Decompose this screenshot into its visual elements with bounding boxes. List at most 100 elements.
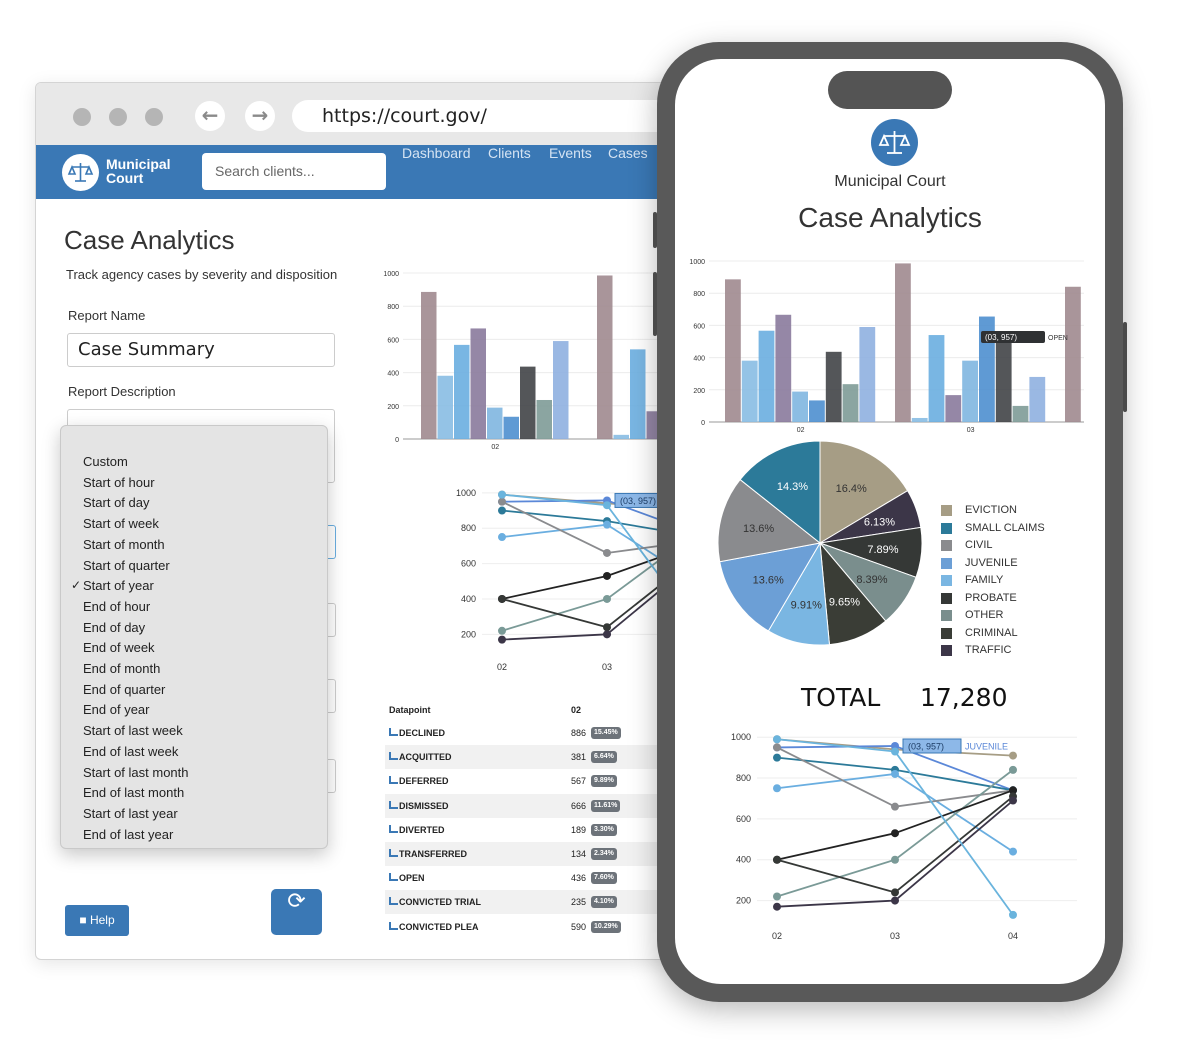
row-label: CONVICTED TRIAL — [399, 897, 481, 908]
bar — [741, 360, 758, 422]
bar — [454, 344, 470, 439]
dropdown-option[interactable]: End of last year — [83, 827, 173, 842]
dropdown-option[interactable]: End of last week — [83, 744, 178, 759]
dropdown-option[interactable]: Start of day — [83, 495, 149, 510]
data-point — [498, 506, 506, 515]
bar — [758, 330, 775, 422]
date-select-edge[interactable] — [326, 525, 336, 559]
data-point — [891, 888, 899, 897]
nav-dashboard[interactable]: Dashboard — [402, 145, 471, 161]
tooltip-value: (03, 957) — [985, 333, 1017, 342]
field-edge[interactable] — [326, 679, 336, 713]
bar — [520, 366, 536, 439]
tooltip-series: OPEN — [1048, 335, 1068, 342]
pie-slice-label: 6.13% — [864, 517, 895, 529]
dropdown-option-label: End of month — [83, 661, 161, 676]
pie-slice-label: 7.89% — [867, 544, 898, 556]
mobile-pie-chart: 16.4% 6.13% 7.89% 8.39% 9.65% 9.91% 13.6% 13.6%… — [717, 440, 923, 646]
select-edge-2[interactable] — [326, 759, 336, 793]
dropdown-option-label: Start of day — [83, 495, 150, 511]
legend-item: EVICTION — [941, 504, 1017, 516]
search-input[interactable]: Search clients... — [202, 153, 386, 190]
dropdown-option[interactable]: End of week — [83, 640, 155, 655]
bar — [911, 417, 928, 422]
refresh-button[interactable]: ⟳ — [271, 889, 322, 935]
nav-clients[interactable]: Clients — [488, 145, 531, 161]
data-point — [1009, 796, 1017, 805]
legend-label: TRAFFIC — [965, 644, 1012, 656]
select-edge[interactable] — [326, 603, 336, 637]
dropdown-option[interactable]: Start of quarter — [83, 558, 170, 573]
window-minimize-dot[interactable] — [109, 108, 127, 126]
dropdown-option-label: Start of last week — [83, 723, 183, 739]
y-tick-label: 400 — [736, 855, 751, 865]
window-maximize-dot[interactable] — [145, 108, 163, 126]
phone-power-button — [1123, 322, 1127, 412]
line-chart-icon — [389, 800, 398, 809]
dropdown-option[interactable]: Start of month — [83, 537, 165, 552]
legend-label: PROBATE — [965, 591, 1017, 604]
data-point — [891, 769, 899, 778]
bar — [1065, 286, 1081, 422]
bar — [895, 263, 911, 422]
help-button[interactable]: ■ Help — [65, 905, 129, 936]
bar — [962, 360, 978, 422]
dropdown-option[interactable]: Start of hour — [83, 475, 155, 490]
y-tick-label: 600 — [736, 814, 751, 824]
bar — [792, 391, 808, 422]
page-subtitle: Track agency cases by severity and dispo… — [66, 267, 338, 282]
y-tick-label: 0 — [395, 437, 399, 444]
dropdown-option[interactable]: End of hour — [83, 599, 150, 614]
line-chart-icon — [389, 873, 398, 882]
dropdown-option[interactable]: End of day — [83, 620, 145, 635]
data-point — [603, 548, 611, 557]
line-tooltip-value: (03, 957) — [620, 496, 656, 506]
brand-line-1: Municipal — [106, 156, 171, 172]
row-label: DISMISSED — [399, 800, 449, 811]
y-tick-label: 200 — [736, 896, 751, 906]
legend-label: CRIMINAL — [965, 626, 1018, 639]
bar — [630, 349, 646, 439]
data-point — [773, 892, 781, 901]
y-tick-label: 800 — [387, 304, 399, 311]
dropdown-option[interactable]: End of month — [83, 661, 160, 676]
dropdown-option[interactable]: Custom — [83, 454, 128, 469]
legend-swatch — [941, 575, 952, 586]
row-percent-badge: 4.10% — [591, 896, 617, 909]
table-row: ACQUITTED 381 6.64% — [385, 745, 685, 770]
dropdown-option-label: End of last month — [83, 785, 185, 801]
report-name-input[interactable]: Case Summary — [67, 333, 335, 367]
dropdown-option[interactable]: End of year — [83, 702, 150, 717]
line-tooltip-series: JUVENILE — [965, 741, 1008, 751]
dropdown-option[interactable]: End of quarter — [83, 682, 165, 697]
row-value: 666 — [571, 800, 587, 811]
date-dropdown-menu[interactable]: Custom Start of hour Start of day Start of … — [60, 425, 328, 849]
nav-events[interactable]: Events — [549, 145, 592, 161]
dropdown-option[interactable]: Start of last month — [83, 765, 189, 780]
brand-name[interactable]: Municipal Court — [106, 157, 171, 185]
pie-slice — [719, 542, 821, 632]
dropdown-option-label: End of day — [83, 619, 146, 635]
legend-item: SMALL CLAIMS — [941, 522, 1045, 534]
data-point — [773, 902, 781, 911]
dropdown-option[interactable]: Start of last week — [83, 723, 183, 738]
line-chart-icon — [389, 728, 398, 736]
line-chart-icon — [389, 849, 398, 857]
dropdown-option[interactable]: End of last month — [83, 785, 184, 800]
back-arrow-icon[interactable]: ← — [195, 101, 225, 131]
dropdown-option[interactable]: Start of week — [83, 516, 159, 531]
pie-slice-label: 8.39% — [856, 574, 887, 586]
phone-notch — [828, 71, 952, 109]
dropdown-option[interactable]: ✓ Start of year — [71, 578, 154, 593]
dropdown-option[interactable]: Start of last year — [83, 806, 178, 821]
data-point — [498, 635, 506, 644]
table-row: TRANSFERRED 134 2.34% — [385, 842, 685, 866]
y-tick-label: 600 — [461, 559, 476, 569]
forward-arrow-icon[interactable]: → — [245, 101, 275, 131]
y-tick-label: 1000 — [456, 488, 476, 498]
bar — [928, 335, 945, 422]
nav-cases[interactable]: Cases — [608, 145, 648, 161]
window-close-dot[interactable] — [73, 108, 91, 126]
legend-swatch — [941, 540, 952, 551]
